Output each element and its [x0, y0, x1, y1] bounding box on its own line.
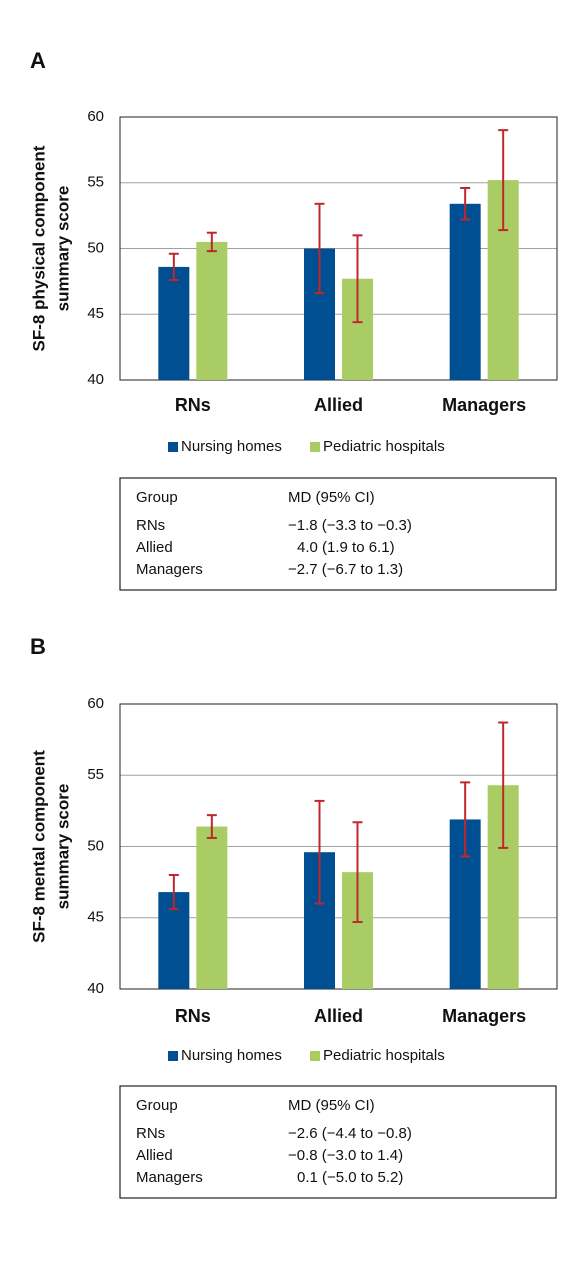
table-cell: RNs	[136, 517, 165, 534]
error-bar	[498, 721, 509, 849]
y-axis-label: SF-8 physical component	[29, 145, 48, 351]
error-bar	[206, 814, 217, 839]
y-tick-label: 40	[87, 371, 104, 388]
error-bar	[352, 234, 363, 324]
error-bar	[314, 799, 325, 905]
table-cell: −1.8 (−3.3 to −0.3)	[288, 517, 412, 534]
table-cell: Managers	[136, 561, 203, 578]
y-tick-label: 60	[87, 108, 104, 125]
table-cell: RNs	[136, 1125, 165, 1142]
plot-frame	[119, 703, 558, 990]
table-cell: Allied	[136, 1147, 173, 1164]
x-tick-label: Managers	[442, 1006, 526, 1026]
legend-swatch	[310, 1051, 320, 1061]
bar	[196, 241, 228, 380]
table-header: MD (95% CI)	[288, 1097, 375, 1114]
table-cell: Managers	[136, 1169, 203, 1186]
y-axis-label: summary score	[53, 784, 72, 910]
legend-label: Pediatric hospitals	[323, 438, 445, 455]
legend-swatch	[310, 442, 320, 452]
table-cell: 4.0 (1.9 to 6.1)	[297, 539, 395, 556]
legend-label: Nursing homes	[181, 1047, 282, 1064]
y-tick-label: 55	[87, 174, 104, 191]
x-tick-label: Allied	[314, 1006, 363, 1026]
y-axis-label: SF-8 mental component	[29, 750, 48, 943]
error-bar	[314, 202, 325, 295]
table-box	[119, 477, 557, 591]
error-bar	[168, 252, 179, 282]
plot-frame	[119, 116, 558, 381]
bar	[196, 826, 228, 989]
table-header: Group	[136, 489, 178, 506]
panel-label: A	[30, 48, 46, 73]
bar	[449, 203, 481, 380]
y-tick-label: 50	[87, 837, 104, 854]
y-tick-label: 55	[87, 766, 104, 783]
error-bar	[206, 231, 217, 253]
error-bar	[460, 187, 471, 221]
table-header: MD (95% CI)	[288, 489, 375, 506]
table-cell: 0.1 (−5.0 to 5.2)	[297, 1169, 403, 1186]
x-tick-label: Managers	[442, 395, 526, 415]
error-bar	[460, 781, 471, 858]
legend-swatch	[168, 442, 178, 452]
error-bar	[498, 129, 509, 232]
x-tick-label: RNs	[175, 1006, 211, 1026]
y-tick-label: 40	[87, 980, 104, 997]
x-tick-label: RNs	[175, 395, 211, 415]
panel-label: B	[30, 634, 46, 659]
legend-label: Pediatric hospitals	[323, 1047, 445, 1064]
table-cell: −2.6 (−4.4 to −0.8)	[288, 1125, 412, 1142]
table-box	[119, 1085, 557, 1199]
table-cell: −2.7 (−6.7 to 1.3)	[288, 561, 403, 578]
y-tick-label: 45	[87, 909, 104, 926]
legend-label: Nursing homes	[181, 438, 282, 455]
table-cell: Allied	[136, 539, 173, 556]
x-tick-label: Allied	[314, 395, 363, 415]
table-header: Group	[136, 1097, 178, 1114]
bar	[158, 266, 190, 380]
y-tick-label: 45	[87, 305, 104, 322]
legend-swatch	[168, 1051, 178, 1061]
y-axis-label: summary score	[53, 186, 72, 312]
error-bar	[168, 874, 179, 911]
y-tick-label: 50	[87, 239, 104, 256]
error-bar	[352, 821, 363, 924]
table-cell: −0.8 (−3.0 to 1.4)	[288, 1147, 403, 1164]
y-tick-label: 60	[87, 695, 104, 712]
